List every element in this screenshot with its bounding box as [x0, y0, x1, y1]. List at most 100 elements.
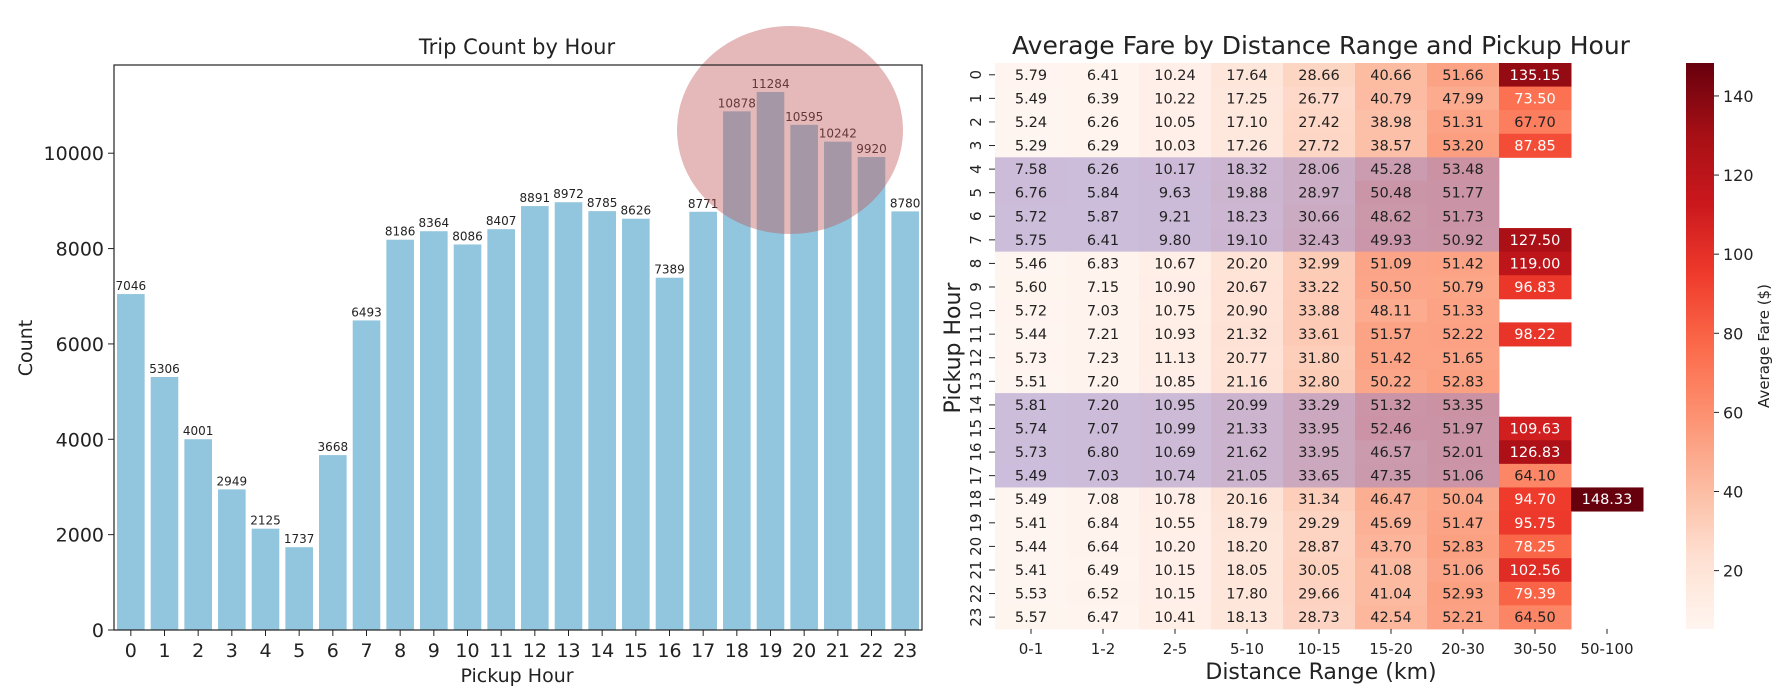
heatmap-cell [1355, 251, 1428, 276]
bar-x-tick-label: 2 [192, 640, 204, 662]
heatmap-cell [995, 345, 1068, 371]
heatmap-cell-label: 53.35 [1442, 398, 1484, 414]
colorbar-tick-label: 100 [1723, 245, 1754, 264]
heatmap-cell-label: 52.83 [1442, 374, 1484, 390]
heatmap-cell-label: 20.67 [1226, 280, 1268, 296]
heatmap-cell [1427, 275, 1500, 300]
heatmap-cell [1139, 275, 1212, 300]
heatmap-cell-label: 45.28 [1370, 162, 1412, 178]
heatmap-cell-label: 10.41 [1154, 610, 1196, 626]
peak-hours-highlight [677, 26, 903, 234]
heatmap-cell-label: 19.88 [1226, 186, 1268, 202]
heatmap-cell [995, 63, 1068, 88]
heatmap-cell-label: 27.42 [1298, 115, 1340, 131]
bar [756, 91, 785, 630]
heatmap-cell [1283, 558, 1356, 583]
heatmap-cell-label: 109.63 [1510, 421, 1561, 437]
heatmap-cell-label: 33.65 [1298, 469, 1340, 485]
heatmap-cell [1139, 298, 1212, 323]
heatmap-cell-label: 9.63 [1159, 186, 1191, 202]
heatmap-cell [1499, 133, 1572, 158]
heatmap-cell-label: 48.11 [1370, 304, 1412, 320]
heatmap-cell-label: 42.54 [1370, 610, 1412, 626]
heatmap-cell-label: 32.43 [1298, 233, 1340, 249]
heatmap-cell-label: 17.25 [1226, 91, 1268, 107]
heatmap-cell-label: 40.66 [1370, 68, 1412, 84]
bar [420, 231, 448, 630]
heatmap-cell [1355, 275, 1428, 300]
heatmap-cell [1283, 110, 1356, 135]
heatmap-cell [1283, 369, 1356, 394]
heatmap-cell-label: 98.22 [1514, 327, 1556, 343]
bar-x-tick-label: 19 [758, 640, 782, 662]
heatmap-y-tick-label: 8 [967, 259, 985, 269]
heatmap-cell [1211, 558, 1284, 583]
heatmap-cell-label: 10.69 [1154, 445, 1196, 461]
heatmap-cell-label: 6.29 [1087, 139, 1119, 155]
heatmap-cell-label: 6.76 [1015, 186, 1047, 202]
heatmap-cell-label: 19.10 [1226, 233, 1268, 249]
heatmap-cell [1427, 86, 1500, 111]
bar [319, 455, 347, 630]
heatmap-cell-label: 46.47 [1370, 492, 1412, 508]
heatmap-cell [1499, 440, 1572, 465]
heatmap-cell [1427, 322, 1500, 347]
heatmap-cell [1499, 581, 1572, 606]
bar-y-tick-label: 4000 [56, 429, 104, 451]
heatmap-y-tick-label: 11 [967, 325, 985, 344]
heatmap-x-tick-label: 2-5 [1163, 640, 1188, 658]
heatmap-cell [1139, 487, 1212, 512]
heatmap-cell [1211, 133, 1284, 158]
bar [453, 244, 482, 631]
heatmap-cell-label: 9.21 [1159, 209, 1191, 225]
heatmap-cell [1355, 63, 1428, 88]
heatmap-cell-label: 51.77 [1442, 186, 1484, 202]
heatmap-cell-label: 18.13 [1226, 610, 1268, 626]
heatmap-cell [1139, 251, 1212, 276]
heatmap-cell-label: 10.67 [1154, 256, 1196, 272]
heatmap-cell-label: 95.75 [1514, 516, 1556, 532]
heatmap-cell-label: 5.51 [1015, 374, 1047, 390]
heatmap-cell-label: 50.04 [1442, 492, 1484, 508]
heatmap-cell-label: 5.75 [1015, 233, 1047, 249]
heatmap-cell [1355, 511, 1428, 536]
bar [218, 489, 246, 630]
colorbar-tick-label: 120 [1723, 166, 1754, 185]
heatmap-cell-label: 33.88 [1298, 304, 1340, 320]
heatmap-cell-label: 6.26 [1087, 115, 1119, 131]
heatmap-x-tick-label: 10-15 [1297, 640, 1341, 658]
heatmap-cell [1067, 369, 1140, 394]
heatmap-cell [1499, 534, 1572, 559]
heatmap-cell [1139, 86, 1212, 111]
heatmap-cell-label: 53.48 [1442, 162, 1484, 178]
heatmap-cell-label: 40.79 [1370, 91, 1412, 107]
heatmap-cell-label: 5.57 [1015, 610, 1047, 626]
heatmap-cell [1499, 558, 1572, 583]
heatmap-cell-label: 10.93 [1154, 327, 1196, 343]
heatmap-cell-label: 47.35 [1370, 469, 1412, 485]
heatmap-cell [995, 581, 1068, 606]
heatmap-cell [1067, 63, 1140, 88]
heatmap-cell [1067, 511, 1140, 536]
heatmap-cell-label: 5.87 [1087, 209, 1119, 225]
bar-value-label: 3668 [318, 440, 349, 454]
heatmap-cell-label: 5.44 [1015, 327, 1047, 343]
heatmap-cell-label: 94.70 [1514, 492, 1556, 508]
heatmap-cell [1211, 511, 1284, 536]
heatmap-x-axis-label: Distance Range (km) [1205, 660, 1436, 685]
bar [790, 124, 818, 630]
heatmap-x-tick-label: 1-2 [1091, 640, 1116, 658]
heatmap-cell-label: 5.60 [1015, 280, 1047, 296]
heatmap-cell [1499, 511, 1572, 536]
heatmap-y-tick-label: 3 [967, 141, 985, 151]
bar-x-tick-label: 10 [455, 640, 479, 662]
heatmap-cell-label: 21.05 [1226, 469, 1268, 485]
heatmap-cell [1283, 251, 1356, 276]
bar-y-tick-label: 0 [92, 620, 104, 642]
heatmap-cell [1499, 487, 1572, 512]
heatmap-cell [1499, 110, 1572, 135]
heatmap-cell-label: 5.73 [1015, 351, 1047, 367]
heatmap-cell-label: 32.99 [1298, 256, 1340, 272]
bar [386, 239, 414, 630]
heatmap-cell-label: 41.08 [1370, 563, 1412, 579]
